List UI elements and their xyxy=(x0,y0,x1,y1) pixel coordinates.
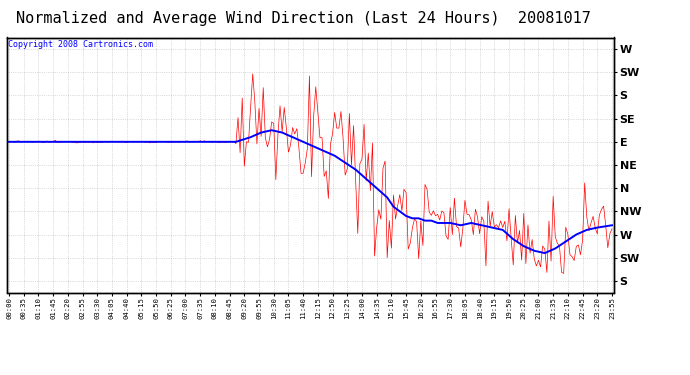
Text: Copyright 2008 Cartronics.com: Copyright 2008 Cartronics.com xyxy=(8,40,152,49)
Text: Normalized and Average Wind Direction (Last 24 Hours)  20081017: Normalized and Average Wind Direction (L… xyxy=(16,11,591,26)
